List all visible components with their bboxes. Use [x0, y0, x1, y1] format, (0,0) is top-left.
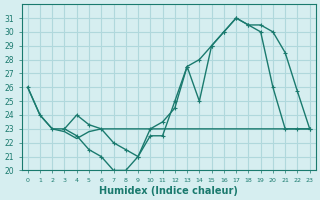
X-axis label: Humidex (Indice chaleur): Humidex (Indice chaleur) — [99, 186, 238, 196]
